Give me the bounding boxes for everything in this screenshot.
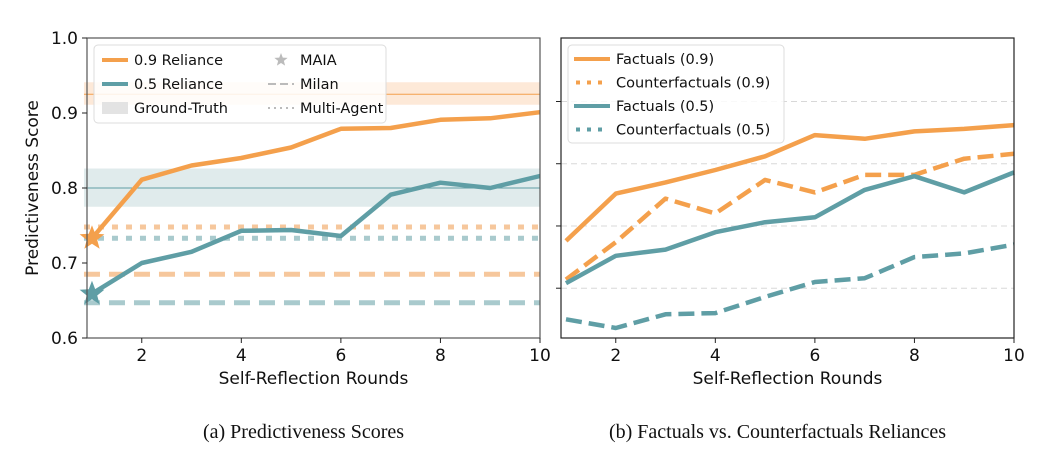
legend-label: 0.9 Reliance bbox=[134, 53, 223, 69]
series-counterfactuals-0-9 bbox=[564, 151, 1015, 282]
caption: (a) Predictiveness Scores bbox=[203, 421, 404, 443]
y-tick-label: 0.9 bbox=[51, 104, 78, 124]
legend-label: Milan bbox=[300, 77, 339, 93]
panel-b-factuals-vs-counterfactuals: 2 4 6 8 10 Self-Reflection Rounds Factuals (… bbox=[556, 37, 1025, 443]
legend-label: Factuals (0.5) bbox=[616, 99, 714, 115]
series-0-5-reliance bbox=[90, 173, 541, 296]
legend-handle-star bbox=[274, 53, 288, 66]
y-axis-ticks bbox=[556, 100, 561, 289]
plot-frame bbox=[560, 37, 1015, 339]
maia-star-marker bbox=[79, 280, 105, 305]
legend-label: Factuals (0.9) bbox=[616, 52, 714, 68]
series-lines bbox=[90, 109, 541, 296]
x-tick-label: 2 bbox=[136, 346, 147, 366]
x-tick-label: 6 bbox=[335, 346, 346, 366]
series-lines bbox=[564, 122, 1015, 331]
panel-a-predictiveness-scores: 2 4 6 8 10 0.6 0.7 0.8 0.9 1.0 Self-Reflection R… bbox=[23, 29, 551, 443]
baseline-lines bbox=[83, 224, 540, 306]
x-tick-label: 4 bbox=[236, 346, 247, 366]
x-tick-label: 4 bbox=[710, 346, 721, 366]
x-tick-label: 6 bbox=[809, 346, 820, 366]
legend: Factuals (0.9) Counterfactuals (0.9) Factu… bbox=[567, 44, 785, 144]
x-axis-ticks: 2 4 6 8 10 bbox=[136, 338, 551, 366]
series-counterfactuals-0-5 bbox=[565, 242, 1015, 331]
y-tick-label: 1.0 bbox=[51, 29, 78, 49]
x-axis-title: Self-Reflection Rounds bbox=[219, 369, 409, 389]
x-tick-label: 8 bbox=[435, 346, 446, 366]
y-axis-ticks: 0.6 0.7 0.8 0.9 1.0 bbox=[51, 29, 87, 349]
legend-label: Ground-Truth bbox=[134, 101, 228, 117]
y-tick-label: 0.8 bbox=[51, 179, 78, 199]
legend-box bbox=[93, 44, 387, 124]
caption: (b) Factuals vs. Counterfactuals Relianc… bbox=[609, 421, 946, 443]
x-tick-label: 10 bbox=[529, 346, 551, 366]
x-axis-title: Self-Reflection Rounds bbox=[693, 369, 883, 389]
legend-handle-patch bbox=[102, 102, 128, 114]
series-0-9-reliance bbox=[90, 109, 541, 240]
legend-box bbox=[567, 44, 785, 144]
legend-label: MAIA bbox=[300, 53, 337, 69]
x-tick-label: 10 bbox=[1003, 346, 1025, 366]
series-factuals-0-5 bbox=[564, 170, 1015, 286]
y-axis-title: Predictiveness Score bbox=[23, 100, 43, 276]
series-factuals-0-9 bbox=[564, 122, 1015, 243]
legend-label: 0.5 Reliance bbox=[134, 77, 223, 93]
legend-label: Multi-Agent bbox=[300, 101, 384, 117]
x-tick-label: 8 bbox=[909, 346, 920, 366]
legend-label: Counterfactuals (0.5) bbox=[616, 123, 770, 139]
maia-markers bbox=[79, 225, 105, 305]
legend-label: Counterfactuals (0.9) bbox=[616, 76, 770, 92]
y-tick-label: 0.6 bbox=[51, 329, 78, 349]
maia-star-marker bbox=[79, 225, 105, 249]
legend: 0.9 Reliance MAIA 0.5 Reliance Milan Ground-… bbox=[93, 44, 387, 124]
x-tick-label: 2 bbox=[610, 346, 621, 366]
x-axis-ticks: 2 4 6 8 10 bbox=[610, 338, 1025, 366]
y-tick-label: 0.7 bbox=[51, 254, 78, 274]
